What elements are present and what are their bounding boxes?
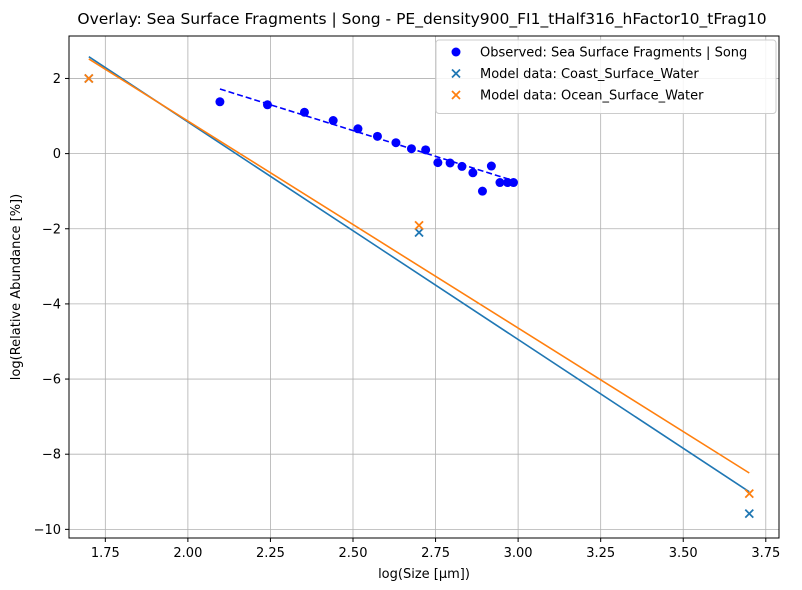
legend-marker [451, 90, 461, 100]
legend-marker [451, 68, 461, 79]
y-tick-label: −2 [42, 222, 61, 237]
plot-frame [68, 35, 780, 539]
x-tick-label: 3.75 [751, 546, 780, 561]
model-point [84, 73, 94, 84]
legend-box [435, 39, 777, 114]
x-tick-label: 3.00 [504, 546, 533, 561]
observed-point [353, 124, 363, 134]
observed-point [328, 116, 338, 126]
observed-point [215, 97, 225, 107]
x-tick-label: 2.50 [339, 546, 368, 561]
legend: Observed: Sea Surface Fragments | Song Mo… [435, 39, 777, 114]
legend-entry: Model data: Ocean_Surface_Water [480, 89, 704, 104]
y-axis-label: log(Relative Abundance [%]) [9, 194, 24, 380]
observed-point [468, 168, 478, 178]
observed-point [457, 161, 467, 171]
model-point [414, 220, 424, 231]
observed-point [391, 138, 401, 148]
observed-point [508, 178, 518, 188]
observed-point [477, 186, 487, 196]
x-tick-label: 2.75 [421, 546, 450, 561]
x-tick-label: 1.75 [91, 546, 120, 561]
y-tick-label: −4 [42, 297, 61, 312]
y-tick-label: 0 [53, 147, 61, 162]
x-tick-label: 3.25 [586, 546, 615, 561]
observed-point [445, 158, 455, 168]
observed-point [406, 144, 416, 154]
y-tick-label: 2 [53, 72, 61, 87]
model-point [744, 508, 754, 519]
observed-point [372, 131, 382, 141]
chart-title: Overlay: Sea Surface Fragments | Song - … [77, 10, 766, 29]
legend-marker [451, 47, 461, 57]
y-tick-label: −6 [42, 373, 61, 388]
legend-entry: Model data: Coast_Surface_Water [480, 67, 699, 82]
model-fit-line [88, 58, 750, 474]
observed-point [486, 161, 496, 171]
observed-point [299, 107, 309, 117]
observed-point [421, 145, 431, 155]
observed-point [433, 158, 443, 168]
model-fit-line [88, 55, 750, 493]
grid-lines [69, 36, 779, 538]
x-axis-label: log(Size [µm]) [378, 567, 470, 582]
observed-point [495, 178, 505, 188]
y-tick-label: −8 [42, 448, 61, 463]
model-point [744, 489, 754, 499]
x-tick-label: 2.00 [173, 546, 202, 561]
y-tick-label: −10 [34, 523, 61, 538]
legend-entry: Observed: Sea Surface Fragments | Song [480, 46, 747, 61]
model-point [414, 227, 424, 238]
observed-point [262, 100, 272, 110]
axis-ticks: 1.75 2.00 2.25 2.50 2.75 3.00 3.25 3.50 3.75 −10 −… [34, 72, 781, 561]
plot-data [84, 55, 754, 519]
x-tick-label: 2.25 [256, 546, 285, 561]
x-tick-label: 3.50 [669, 546, 698, 561]
